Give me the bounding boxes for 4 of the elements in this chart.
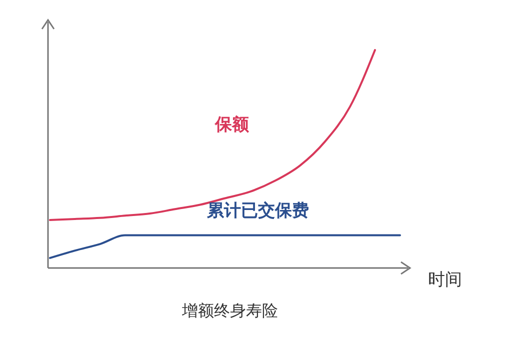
text: 增额终身寿险: [181, 301, 278, 320]
text: 保额: [214, 115, 250, 135]
x-axis-title: 时间: [428, 270, 462, 290]
series-label: 累计已交保费: [206, 201, 309, 221]
